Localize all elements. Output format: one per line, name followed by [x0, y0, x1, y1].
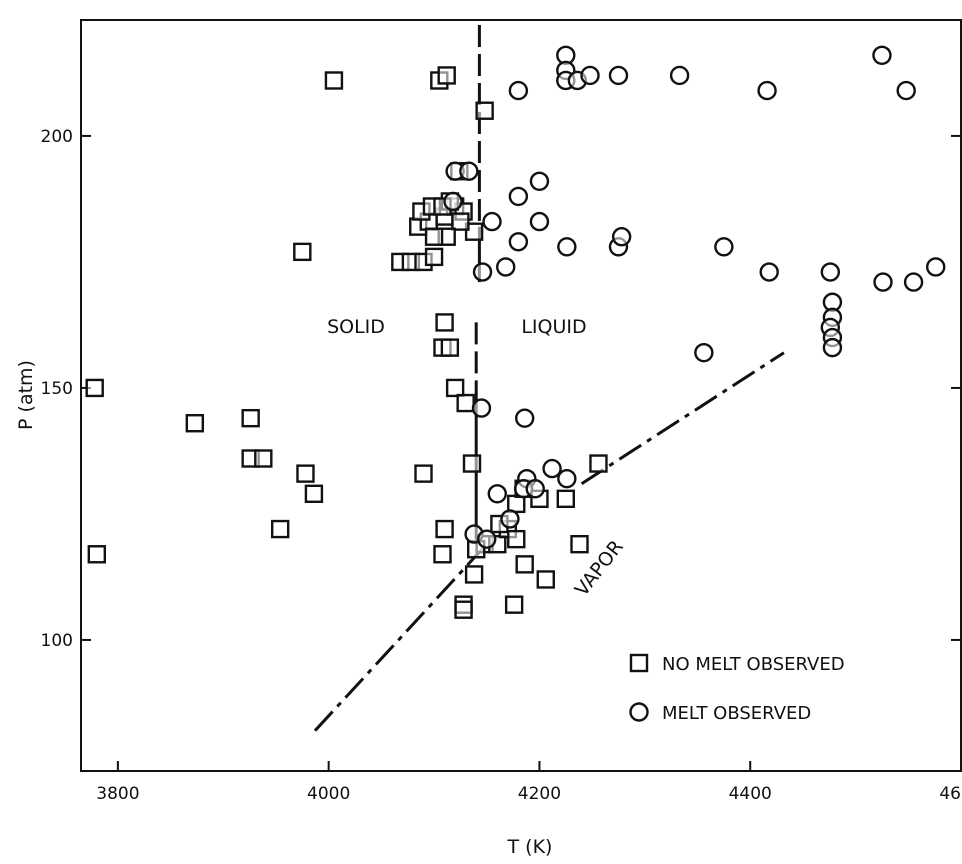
- melt-circle-point: [820, 262, 841, 282]
- no-melt-square-point: [445, 378, 465, 398]
- melt-circle-point: [508, 80, 529, 101]
- no-melt-square-point: [437, 66, 456, 85]
- y-axis-title: P (atm): [15, 360, 37, 430]
- no-melt-square-point: [87, 545, 107, 564]
- no-melt-square-point: [464, 565, 484, 584]
- x-tick-label: 4600: [939, 784, 962, 804]
- melt-circle-point: [557, 468, 577, 489]
- melt-circle-point: [472, 262, 493, 282]
- no-melt-square-point: [435, 519, 454, 539]
- no-melt-square-point: [589, 454, 608, 473]
- melt-circle-point: [903, 272, 924, 292]
- no-melt-square-point: [185, 414, 205, 433]
- no-melt-square-point: [456, 393, 475, 413]
- no-melt-square-point: [556, 489, 575, 509]
- legend-circle-marker: [629, 702, 649, 722]
- melt-circle-point: [822, 337, 843, 358]
- melt-circle-point: [443, 191, 463, 212]
- melt-circle-point: [896, 80, 916, 101]
- y-tick-label: 200: [41, 127, 73, 147]
- melt-circle-point: [557, 237, 577, 257]
- melt-circle-point: [477, 529, 497, 549]
- no-melt-square-point: [424, 247, 444, 267]
- melt-circle-point: [542, 458, 562, 479]
- no-melt-square-point: [254, 449, 273, 468]
- region-label-liquid: LIQUID: [521, 316, 586, 338]
- melt-circle-point: [694, 342, 714, 363]
- melt-circle-point: [669, 65, 690, 86]
- melt-circle-point: [487, 484, 507, 504]
- melt-circle-point: [508, 232, 529, 252]
- plot-frame: [80, 19, 962, 772]
- data-points: [85, 45, 946, 619]
- melt-circle-point: [496, 257, 516, 277]
- legend-square-marker: [629, 653, 649, 673]
- melt-circle-point: [872, 45, 892, 65]
- no-melt-square-point: [293, 242, 312, 262]
- phase-boundaries: [313, 25, 785, 732]
- x-tick-label: 4000: [307, 784, 350, 804]
- melt-circle-point: [459, 161, 479, 181]
- no-melt-square-point: [85, 378, 104, 398]
- melt-circle-point: [714, 237, 734, 257]
- melt-circle-point: [471, 398, 492, 418]
- region-label-solid: SOLID: [327, 316, 385, 338]
- no-melt-square-point: [435, 313, 454, 332]
- melt-circle-point: [873, 272, 893, 292]
- melt-circle-point: [757, 80, 777, 101]
- no-melt-square-point: [462, 454, 482, 473]
- y-tick-label: 150: [41, 379, 73, 399]
- no-melt-square-point: [475, 101, 494, 120]
- no-melt-square-point: [454, 600, 473, 619]
- no-melt-square-point: [515, 555, 534, 574]
- melt-circle-point: [482, 211, 502, 232]
- no-melt-square-point: [433, 545, 452, 564]
- no-melt-square-point: [324, 71, 344, 90]
- no-melt-square-point: [507, 529, 526, 549]
- vaporization-boundary-line: [580, 351, 785, 485]
- no-melt-square-point: [570, 534, 589, 554]
- no-melt-square-point: [504, 595, 524, 614]
- melt-circle-point: [580, 65, 600, 86]
- no-melt-square-point: [270, 519, 290, 539]
- melt-circle-point: [525, 479, 545, 499]
- no-melt-square-point: [414, 464, 433, 483]
- melt-circle-point: [926, 257, 946, 277]
- legend-label-melt: MELT OBSERVED: [662, 703, 811, 724]
- legend-label-no-melt: NO MELT OBSERVED: [662, 654, 845, 675]
- no-melt-square-point: [296, 464, 315, 483]
- x-tick-label: 4200: [518, 784, 561, 804]
- no-melt-square-point: [241, 408, 260, 428]
- melt-circle-point: [759, 262, 779, 282]
- melt-circle-point: [514, 408, 535, 428]
- melt-circle-point: [529, 171, 550, 191]
- melt-circle-point: [529, 211, 550, 232]
- x-tick-label: 3800: [96, 784, 139, 804]
- melt-circle-point: [611, 227, 632, 247]
- no-melt-square-point: [304, 484, 324, 503]
- x-tick-label: 4400: [729, 784, 772, 804]
- no-melt-square-point: [451, 212, 470, 231]
- melt-circle-point: [608, 65, 629, 86]
- axis-ticks: 3800 4000 4200 4400 4600 100 150 200: [41, 127, 962, 804]
- no-melt-square-point: [424, 227, 444, 246]
- melt-circle-point: [500, 509, 520, 529]
- melt-circle-point: [508, 186, 529, 207]
- x-axis-title: T (K): [507, 836, 553, 858]
- no-melt-square-point: [536, 570, 555, 589]
- vaporization-boundary-line: [313, 543, 488, 732]
- no-melt-square-point: [440, 338, 460, 357]
- no-melt-square-point: [464, 222, 484, 241]
- y-tick-label: 100: [41, 631, 73, 651]
